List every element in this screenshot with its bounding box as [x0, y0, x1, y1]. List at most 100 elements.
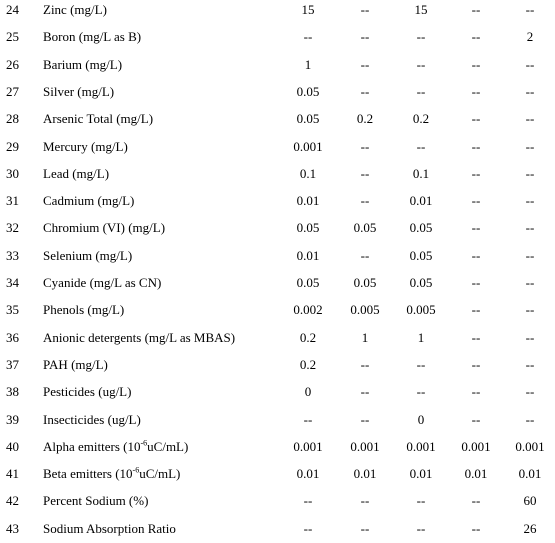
- parameter: Arsenic Total (mg/L): [43, 111, 154, 127]
- value: 0.1: [412, 165, 430, 181]
- value: --: [525, 220, 535, 236]
- value: 0.01: [518, 466, 542, 482]
- value: --: [360, 2, 370, 17]
- row-number: 32: [6, 220, 19, 236]
- row-number: 35: [6, 302, 19, 318]
- value: --: [360, 520, 370, 536]
- parameter: Silver (mg/L): [43, 83, 115, 99]
- row-number: 24: [6, 2, 19, 17]
- parameter: Sodium Absorption Ratio: [43, 520, 176, 536]
- value: --: [360, 56, 370, 72]
- parameter: Percent Sodium (%): [43, 493, 149, 509]
- value: --: [416, 138, 426, 154]
- value: 0.01: [296, 247, 320, 263]
- value: --: [525, 56, 535, 72]
- value: 1: [361, 329, 369, 345]
- parameter: Cadmium (mg/L): [43, 193, 135, 209]
- value: --: [471, 329, 481, 345]
- value: --: [471, 165, 481, 181]
- parameter: Selenium (mg/L): [43, 247, 133, 263]
- value: --: [416, 493, 426, 509]
- parameter-unit: uC/mL): [147, 438, 189, 454]
- value: 0.01: [409, 466, 433, 482]
- value: 0.005: [350, 302, 380, 318]
- value: 0.05: [409, 275, 433, 290]
- value: --: [525, 2, 535, 17]
- value: 0.01: [296, 193, 320, 209]
- value: --: [471, 302, 481, 318]
- value: --: [525, 275, 535, 290]
- value: --: [360, 138, 370, 154]
- value: --: [525, 356, 535, 372]
- value: 0.01: [464, 466, 488, 482]
- row-number: 41: [6, 466, 19, 482]
- value: 0.05: [296, 220, 320, 236]
- row-number: 25: [6, 29, 19, 45]
- parameter: Pesticides (ug/L): [43, 384, 132, 400]
- value: --: [360, 29, 370, 45]
- parameter: Insecticides (ug/L): [43, 411, 141, 427]
- value: --: [416, 520, 426, 536]
- value: --: [360, 247, 370, 263]
- value: 60: [523, 493, 537, 509]
- value: --: [471, 29, 481, 45]
- value: 0.01: [353, 466, 377, 482]
- parameter: PAH (mg/L): [43, 356, 108, 372]
- value: --: [471, 384, 481, 400]
- parameter: Chromium (VI) (mg/L): [43, 220, 166, 236]
- value: --: [525, 138, 535, 154]
- parameter: Phenols (mg/L): [43, 302, 125, 318]
- value: 26: [523, 520, 537, 536]
- row-number: 36: [6, 329, 19, 345]
- value: --: [525, 83, 535, 99]
- value: --: [416, 83, 426, 99]
- value: 0.05: [409, 247, 433, 263]
- value: --: [525, 384, 535, 400]
- value: 0.05: [296, 275, 320, 290]
- value: --: [471, 138, 481, 154]
- value: --: [525, 193, 535, 209]
- row-number: 40: [6, 438, 19, 454]
- value: --: [303, 411, 313, 427]
- value: --: [360, 384, 370, 400]
- value: 2: [526, 29, 534, 45]
- value: --: [525, 411, 535, 427]
- parameter: Zinc (mg/L): [43, 2, 107, 17]
- value: 0: [417, 411, 425, 427]
- value: 0.001: [293, 438, 323, 454]
- value: 0: [304, 384, 312, 400]
- parameter: Beta emitters (10-6uC/mL): [43, 466, 180, 482]
- value: --: [471, 356, 481, 372]
- value: --: [525, 302, 535, 318]
- value: 0.05: [296, 83, 320, 99]
- value: 0.2: [356, 111, 374, 127]
- row-number: 33: [6, 247, 19, 263]
- value: --: [471, 83, 481, 99]
- row-number: 27: [6, 83, 19, 99]
- value: 0.05: [353, 275, 377, 290]
- value: 0.2: [412, 111, 430, 127]
- value: --: [416, 384, 426, 400]
- row-number: 37: [6, 356, 19, 372]
- value: --: [525, 247, 535, 263]
- value: 0.05: [409, 220, 433, 236]
- parameter: Barium (mg/L): [43, 56, 123, 72]
- value: 0.2: [299, 356, 317, 372]
- value: 0.001: [515, 438, 545, 454]
- value: --: [471, 411, 481, 427]
- parameter: Cyanide (mg/L as CN): [43, 275, 162, 290]
- value: --: [471, 2, 481, 17]
- value: 0.001: [350, 438, 380, 454]
- row-number: 34: [6, 275, 19, 290]
- row-number: 42: [6, 493, 19, 509]
- value: 0.005: [406, 302, 436, 318]
- row-number: 30: [6, 165, 19, 181]
- parameter: Alpha emitters (10-6uC/mL): [43, 439, 188, 455]
- row-number: 29: [6, 138, 19, 154]
- parameter-unit: uC/mL): [139, 466, 181, 482]
- parameter-text: Alpha emitters (10: [43, 438, 141, 454]
- parameter-exponent: -6: [132, 465, 140, 475]
- value: 15: [301, 2, 315, 17]
- value: --: [525, 329, 535, 345]
